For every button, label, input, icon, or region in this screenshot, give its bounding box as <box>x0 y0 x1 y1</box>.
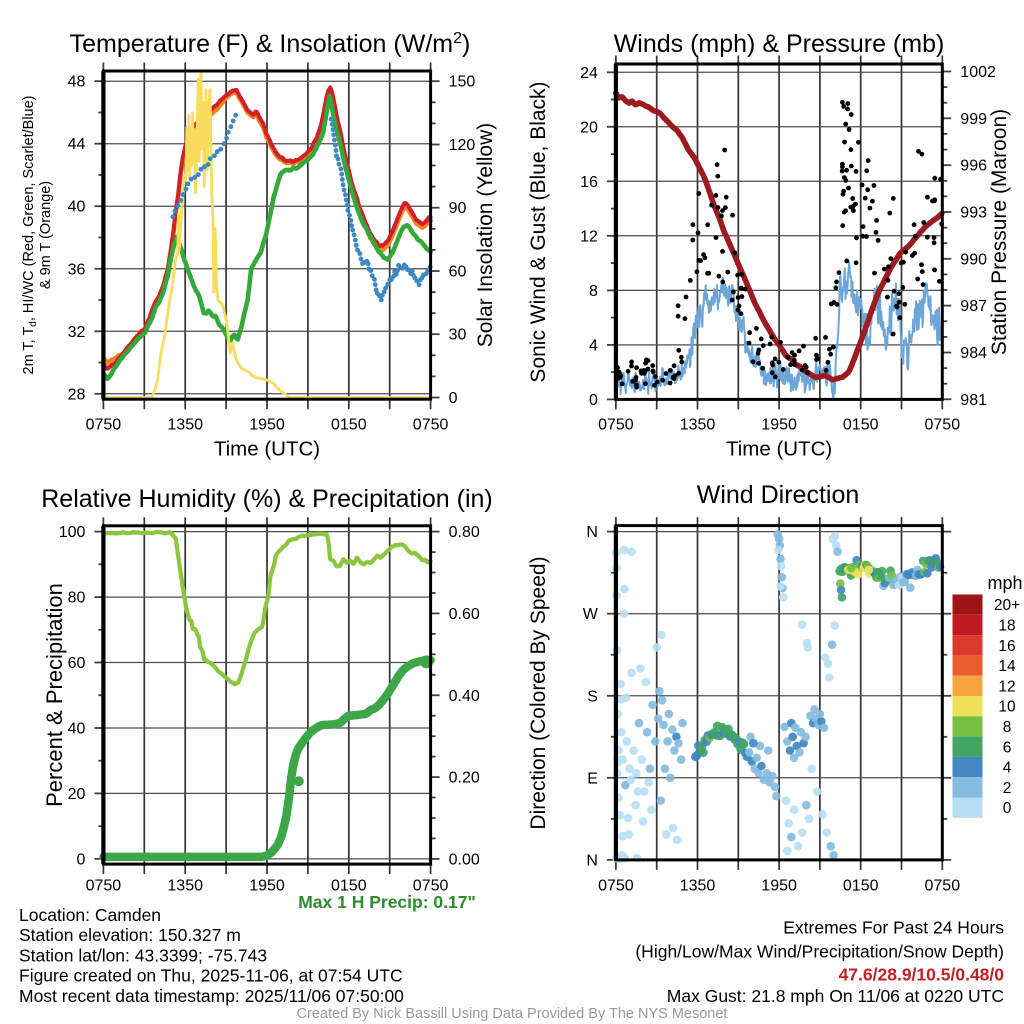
svg-text:Direction (Colored By Speed): Direction (Colored By Speed) <box>527 556 550 829</box>
svg-text:16: 16 <box>580 174 598 191</box>
svg-text:Wind Direction: Wind Direction <box>697 481 860 509</box>
svg-text:(High/Low/Max Wind/Precipitati: (High/Low/Max Wind/Precipitation/Snow De… <box>635 941 1004 961</box>
svg-text:E: E <box>587 770 598 787</box>
svg-text:2: 2 <box>1003 780 1012 797</box>
svg-text:1350: 1350 <box>167 417 203 434</box>
svg-text:981: 981 <box>960 392 987 409</box>
svg-text:20+: 20+ <box>994 597 1020 614</box>
svg-text:Temperature (F) & Insolation (: Temperature (F) & Insolation (W/m2) <box>70 30 471 58</box>
svg-text:0.00: 0.00 <box>449 851 480 868</box>
svg-text:0750: 0750 <box>598 878 634 895</box>
svg-text:4: 4 <box>589 337 598 354</box>
svg-text:0.20: 0.20 <box>449 770 480 787</box>
svg-text:44: 44 <box>68 136 86 153</box>
svg-text:Relative Humidity (%) & Precip: Relative Humidity (%) & Precipitation (i… <box>41 485 493 513</box>
svg-text:987: 987 <box>960 298 987 315</box>
svg-text:Max Gust: 21.8 mph On 11/06 at: Max Gust: 21.8 mph On 11/06 at 0220 UTC <box>667 986 1004 1006</box>
svg-text:60: 60 <box>449 263 467 280</box>
svg-text:S: S <box>587 688 598 705</box>
svg-text:& 9m T (Orange): & 9m T (Orange) <box>38 181 54 289</box>
svg-text:0750: 0750 <box>413 878 449 895</box>
svg-text:47.6/28.9/10.5/0.48/0: 47.6/28.9/10.5/0.48/0 <box>839 965 1005 985</box>
svg-text:60: 60 <box>68 655 86 672</box>
svg-text:1350: 1350 <box>680 878 716 895</box>
svg-text:999: 999 <box>960 111 987 128</box>
svg-text:90: 90 <box>449 200 467 217</box>
svg-text:990: 990 <box>960 251 987 268</box>
svg-text:20: 20 <box>68 786 86 803</box>
svg-text:0750: 0750 <box>86 878 122 895</box>
svg-text:984: 984 <box>960 345 987 362</box>
svg-text:32: 32 <box>68 324 86 341</box>
svg-text:0: 0 <box>76 851 85 868</box>
svg-text:1950: 1950 <box>761 878 797 895</box>
svg-text:100: 100 <box>59 524 86 541</box>
svg-text:1950: 1950 <box>761 417 797 434</box>
svg-text:996: 996 <box>960 158 987 175</box>
svg-text:4: 4 <box>1003 760 1012 777</box>
svg-text:2m T, Td, HI/WC (Red, Green, S: 2m T, Td, HI/WC (Red, Green, Scarlet/Blu… <box>21 96 39 375</box>
svg-text:1950: 1950 <box>249 878 285 895</box>
svg-text:0150: 0150 <box>331 417 367 434</box>
svg-text:8: 8 <box>589 283 598 300</box>
svg-text:0150: 0150 <box>331 878 367 895</box>
svg-text:28: 28 <box>68 386 86 403</box>
svg-text:Solar Insolation (Yellow): Solar Insolation (Yellow) <box>474 123 497 348</box>
svg-text:Station elevation: 150.327 m: Station elevation: 150.327 m <box>19 925 241 945</box>
svg-text:80: 80 <box>68 590 86 607</box>
svg-text:20: 20 <box>580 119 598 136</box>
svg-text:0.80: 0.80 <box>449 524 480 541</box>
svg-text:8: 8 <box>1003 719 1012 736</box>
svg-text:0: 0 <box>449 390 458 407</box>
svg-text:Most recent data timestamp: 20: Most recent data timestamp: 2025/11/06 0… <box>19 986 404 1006</box>
svg-text:30: 30 <box>449 327 467 344</box>
svg-text:120: 120 <box>449 137 476 154</box>
svg-text:Sonic Wind & Gust (Blue, Black: Sonic Wind & Gust (Blue, Black) <box>527 81 550 382</box>
svg-text:0.40: 0.40 <box>449 688 480 705</box>
svg-text:0750: 0750 <box>598 417 634 434</box>
svg-text:W: W <box>583 606 599 623</box>
svg-text:40: 40 <box>68 720 86 737</box>
svg-text:1950: 1950 <box>249 417 285 434</box>
svg-text:150: 150 <box>449 74 476 91</box>
svg-text:Created By Nick Bassill Using: Created By Nick Bassill Using Data Provi… <box>297 1006 728 1022</box>
svg-text:0: 0 <box>1003 800 1012 817</box>
svg-text:1350: 1350 <box>680 417 716 434</box>
svg-text:993: 993 <box>960 204 987 221</box>
svg-text:18: 18 <box>998 617 1015 634</box>
svg-text:40: 40 <box>68 199 86 216</box>
svg-text:0750: 0750 <box>413 417 449 434</box>
svg-text:16: 16 <box>998 638 1015 655</box>
svg-text:10: 10 <box>998 699 1016 716</box>
svg-text:Time (UTC): Time (UTC) <box>214 438 320 461</box>
svg-text:6: 6 <box>1003 739 1012 756</box>
svg-text:0150: 0150 <box>843 417 879 434</box>
svg-text:Location: Camden: Location: Camden <box>19 905 161 925</box>
svg-text:Max 1 H Precip: 0.17": Max 1 H Precip: 0.17" <box>298 892 476 912</box>
svg-text:12: 12 <box>580 228 598 245</box>
svg-text:Station lat/lon: 43.3399; -75.: Station lat/lon: 43.3399; -75.743 <box>19 945 267 965</box>
svg-text:12: 12 <box>998 678 1015 695</box>
svg-text:36: 36 <box>68 261 86 278</box>
svg-text:14: 14 <box>998 658 1016 675</box>
svg-text:0750: 0750 <box>925 878 961 895</box>
svg-text:Winds (mph) & Pressure (mb): Winds (mph) & Pressure (mb) <box>614 30 945 58</box>
svg-text:mph: mph <box>987 573 1022 593</box>
svg-text:N: N <box>586 852 598 869</box>
svg-text:0150: 0150 <box>843 878 879 895</box>
svg-text:48: 48 <box>68 74 86 91</box>
svg-text:0750: 0750 <box>86 417 122 434</box>
svg-text:Time (UTC): Time (UTC) <box>726 438 832 461</box>
svg-text:Figure created on Thu, 2025-11: Figure created on Thu, 2025-11-06, at 07… <box>19 966 403 986</box>
svg-text:0: 0 <box>589 392 598 409</box>
svg-text:Percent & Precipitation: Percent & Precipitation <box>42 583 67 807</box>
svg-text:24: 24 <box>580 65 598 82</box>
svg-text:0750: 0750 <box>925 417 961 434</box>
svg-text:0.60: 0.60 <box>449 606 480 623</box>
svg-text:N: N <box>586 524 598 541</box>
svg-text:Extremes For Past 24 Hours: Extremes For Past 24 Hours <box>783 917 1004 937</box>
svg-text:1002: 1002 <box>960 64 996 81</box>
svg-text:1350: 1350 <box>167 878 203 895</box>
svg-text:Station Pressure (Maroon): Station Pressure (Maroon) <box>988 109 1011 355</box>
